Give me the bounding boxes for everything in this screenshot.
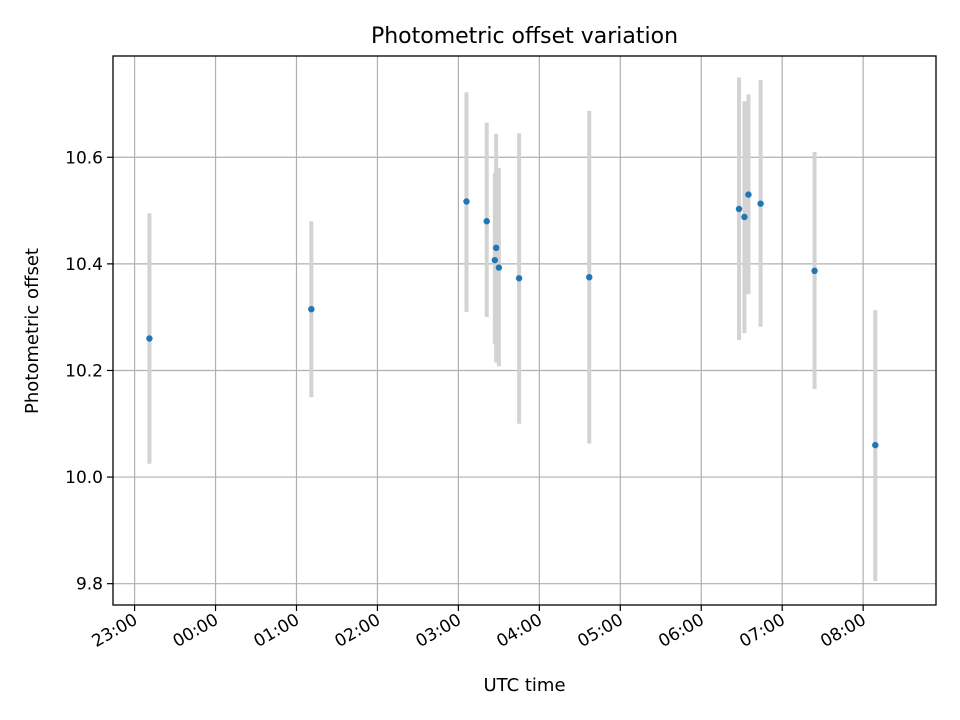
y-axis-label: Photometric offset bbox=[22, 248, 43, 414]
y-tick-label: 9.8 bbox=[76, 575, 103, 595]
data-point bbox=[492, 244, 500, 252]
data-point bbox=[515, 275, 523, 282]
y-axis: 9.8 10.0 10.2 10.4 10.6 bbox=[65, 148, 113, 595]
x-axis-label: UTC time bbox=[483, 675, 565, 696]
y-tick-label: 10.2 bbox=[65, 361, 103, 381]
data-point bbox=[586, 273, 593, 281]
y-tick-label: 10.0 bbox=[65, 468, 103, 488]
y-tick-label: 10.6 bbox=[65, 148, 103, 168]
plot-frame bbox=[112, 55, 937, 606]
data-point bbox=[745, 191, 752, 198]
data-point bbox=[741, 213, 748, 221]
data-point bbox=[146, 335, 153, 342]
data-point bbox=[491, 256, 499, 264]
data-point bbox=[463, 198, 470, 205]
y-tick-label: 10.4 bbox=[65, 255, 103, 275]
chart-title: Photometric offset variation bbox=[371, 24, 678, 49]
data-point bbox=[308, 305, 315, 313]
data-points bbox=[146, 191, 879, 449]
data-point bbox=[811, 267, 818, 275]
data-point bbox=[483, 218, 490, 225]
grid bbox=[113, 56, 936, 605]
data-point bbox=[495, 264, 503, 271]
data-point bbox=[757, 200, 764, 207]
data-point bbox=[735, 205, 743, 213]
data-point bbox=[872, 441, 879, 449]
